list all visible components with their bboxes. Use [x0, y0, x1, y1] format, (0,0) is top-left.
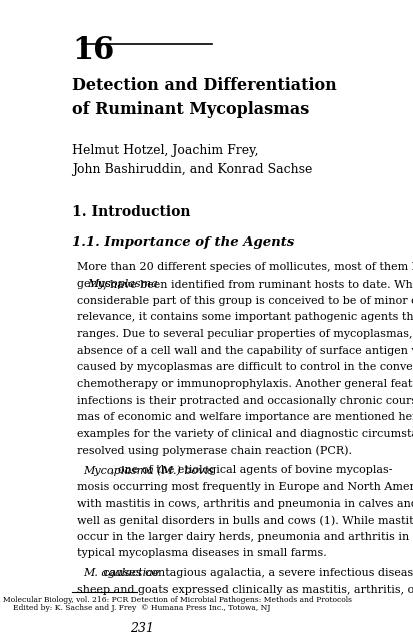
- Text: chemotherapy or immunoprophylaxis. Another general feature of mycoplasma: chemotherapy or immunoprophylaxis. Anoth…: [77, 379, 413, 389]
- Text: examples for the variety of clinical and diagnostic circumstances that can be: examples for the variety of clinical and…: [77, 429, 413, 439]
- Text: of Ruminant Mycoplasmas: of Ruminant Mycoplasmas: [72, 101, 309, 118]
- Text: Edited by: K. Sachse and J. Frey  © Humana Press Inc., Totowa, NJ: Edited by: K. Sachse and J. Frey © Human…: [14, 604, 271, 612]
- Text: Mycoplasma: Mycoplasma: [87, 279, 158, 289]
- Text: resolved using polymerase chain reaction (PCR).: resolved using polymerase chain reaction…: [77, 445, 352, 456]
- Text: 1.1. Importance of the Agents: 1.1. Importance of the Agents: [72, 236, 294, 248]
- Text: From: Methods in Molecular Biology, vol. 216: PCR Detection of Microbial Pathoge: From: Methods in Molecular Biology, vol.…: [0, 596, 352, 604]
- Text: causes contagious agalactia, a severe infectious disease of: causes contagious agalactia, a severe in…: [100, 568, 413, 579]
- Text: , have been identified from ruminant hosts to date. While a: , have been identified from ruminant hos…: [103, 279, 413, 289]
- Text: considerable part of this group is conceived to be of minor epidemiological: considerable part of this group is conce…: [77, 296, 413, 306]
- Text: mosis occurring most frequently in Europe and North America, was associated: mosis occurring most frequently in Europ…: [77, 482, 413, 492]
- Text: with mastitis in cows, arthritis and pneumonia in calves and young cattle, as: with mastitis in cows, arthritis and pne…: [77, 499, 413, 509]
- Text: Helmut Hotzel, Joachim Frey,: Helmut Hotzel, Joachim Frey,: [72, 144, 259, 157]
- Text: mas of economic and welfare importance are mentioned here and serve as: mas of economic and welfare importance a…: [77, 412, 413, 422]
- Text: , one of the etiological agents of bovine mycoplas-: , one of the etiological agents of bovin…: [111, 465, 392, 476]
- Text: genus: genus: [77, 279, 114, 289]
- Text: well as genital disorders in bulls and cows (1). While mastitis outbreaks mainly: well as genital disorders in bulls and c…: [77, 515, 413, 526]
- Text: Detection and Differentiation: Detection and Differentiation: [72, 77, 337, 94]
- Text: John Bashiruddin, and Konrad Sachse: John Bashiruddin, and Konrad Sachse: [72, 163, 313, 176]
- Text: Mycoplasma (M.) bovis: Mycoplasma (M.) bovis: [83, 465, 214, 476]
- Text: 231: 231: [130, 622, 154, 635]
- Text: infections is their protracted and occasionally chronic course. Five mycoplas-: infections is their protracted and occas…: [77, 396, 413, 406]
- Text: 1. Introduction: 1. Introduction: [72, 205, 190, 219]
- Text: M. agalactiae: M. agalactiae: [83, 568, 159, 579]
- Text: 16: 16: [72, 35, 114, 66]
- Text: typical mycoplasma diseases in small farms.: typical mycoplasma diseases in small far…: [77, 548, 326, 559]
- Text: ranges. Due to several peculiar properties of mycoplasmas, which include the: ranges. Due to several peculiar properti…: [77, 329, 413, 339]
- Text: caused by mycoplasmas are difficult to control in the conventional fashion by: caused by mycoplasmas are difficult to c…: [77, 362, 413, 372]
- Text: More than 20 different species of mollicutes, most of them belonging to the: More than 20 different species of mollic…: [77, 262, 413, 273]
- Text: sheep and goats expressed clinically as mastitis, arthritis, or keratoconjunctiv: sheep and goats expressed clinically as …: [77, 585, 413, 595]
- Text: absence of a cell wall and the capability of surface antigen variation, diseases: absence of a cell wall and the capabilit…: [77, 346, 413, 356]
- Text: relevance, it contains some important pathogenic agents that have specific host: relevance, it contains some important pa…: [77, 312, 413, 323]
- Text: occur in the larger dairy herds, pneumonia and arthritis in calves represent: occur in the larger dairy herds, pneumon…: [77, 532, 413, 542]
